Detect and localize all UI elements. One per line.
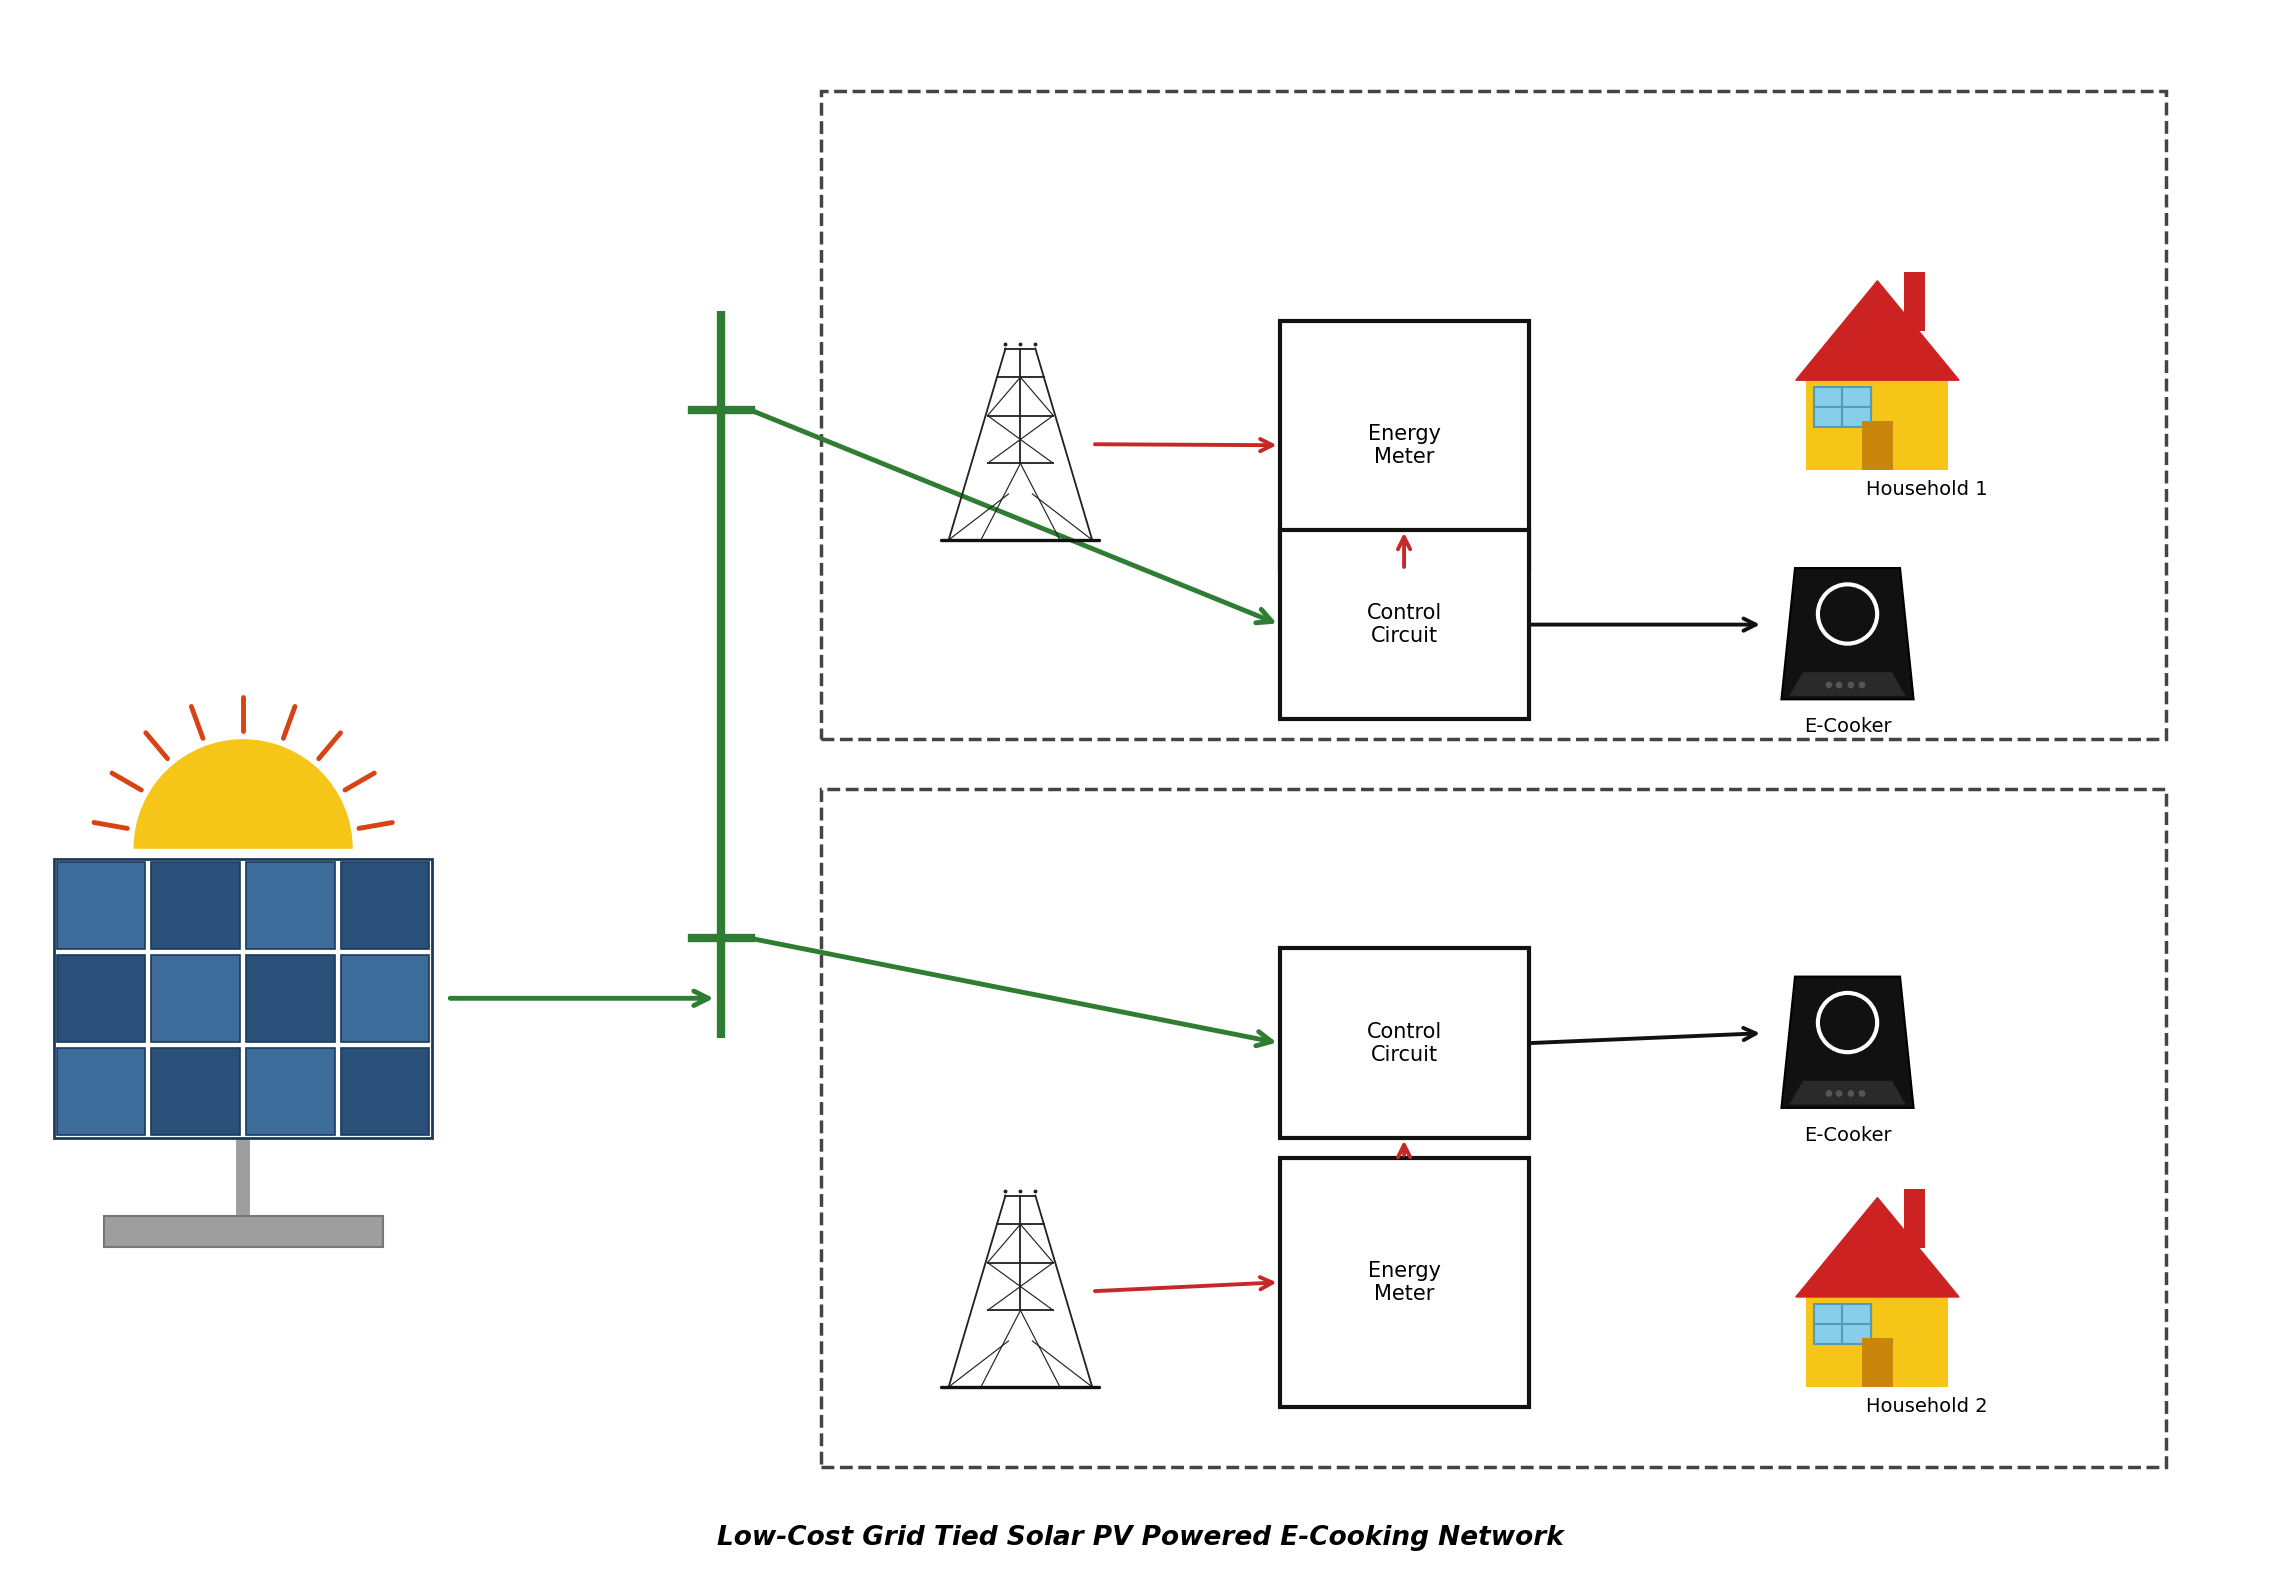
FancyBboxPatch shape — [1863, 1338, 1892, 1387]
FancyBboxPatch shape — [1279, 321, 1528, 570]
FancyBboxPatch shape — [1806, 1297, 1949, 1387]
Text: Low-Cost Grid Tied Solar PV Powered E-Cooking Network: Low-Cost Grid Tied Solar PV Powered E-Co… — [716, 1525, 1564, 1551]
Text: Household 2: Household 2 — [1867, 1397, 1988, 1416]
Circle shape — [1835, 682, 1842, 688]
FancyBboxPatch shape — [1806, 380, 1949, 470]
FancyBboxPatch shape — [1904, 1189, 1924, 1247]
Text: E-Cooker: E-Cooker — [1803, 717, 1892, 736]
FancyBboxPatch shape — [57, 861, 146, 949]
Circle shape — [1826, 682, 1833, 688]
Polygon shape — [1790, 1081, 1906, 1104]
FancyBboxPatch shape — [246, 955, 335, 1042]
FancyBboxPatch shape — [1863, 421, 1892, 470]
FancyBboxPatch shape — [103, 1216, 383, 1247]
Circle shape — [1847, 1090, 1854, 1096]
FancyBboxPatch shape — [150, 861, 239, 949]
FancyBboxPatch shape — [1279, 1158, 1528, 1406]
FancyBboxPatch shape — [150, 1047, 239, 1135]
Text: Control
Circuit: Control Circuit — [1366, 602, 1441, 647]
Circle shape — [1826, 1090, 1833, 1096]
FancyBboxPatch shape — [1904, 272, 1924, 331]
Text: Control
Circuit: Control Circuit — [1366, 1022, 1441, 1065]
Text: Energy
Meter: Energy Meter — [1368, 1260, 1441, 1305]
FancyBboxPatch shape — [150, 955, 239, 1042]
Text: Energy
Meter: Energy Meter — [1368, 424, 1441, 467]
FancyBboxPatch shape — [1279, 949, 1528, 1138]
Polygon shape — [1797, 1198, 1959, 1297]
FancyBboxPatch shape — [246, 1047, 335, 1135]
FancyBboxPatch shape — [246, 861, 335, 949]
Wedge shape — [135, 739, 353, 849]
FancyBboxPatch shape — [57, 1047, 146, 1135]
Text: Household 1: Household 1 — [1867, 480, 1988, 499]
Circle shape — [1858, 682, 1865, 688]
FancyBboxPatch shape — [1279, 529, 1528, 720]
FancyBboxPatch shape — [1815, 388, 1872, 427]
FancyBboxPatch shape — [340, 955, 429, 1042]
Text: E-Cooker: E-Cooker — [1803, 1127, 1892, 1144]
FancyBboxPatch shape — [57, 955, 146, 1042]
Polygon shape — [1781, 977, 1913, 1108]
Polygon shape — [1781, 567, 1913, 699]
FancyBboxPatch shape — [1815, 1305, 1872, 1344]
Circle shape — [1858, 1090, 1865, 1096]
Circle shape — [1847, 682, 1854, 688]
Polygon shape — [1790, 672, 1906, 696]
Polygon shape — [1797, 281, 1959, 380]
FancyBboxPatch shape — [340, 861, 429, 949]
FancyBboxPatch shape — [340, 1047, 429, 1135]
Circle shape — [1835, 1090, 1842, 1096]
